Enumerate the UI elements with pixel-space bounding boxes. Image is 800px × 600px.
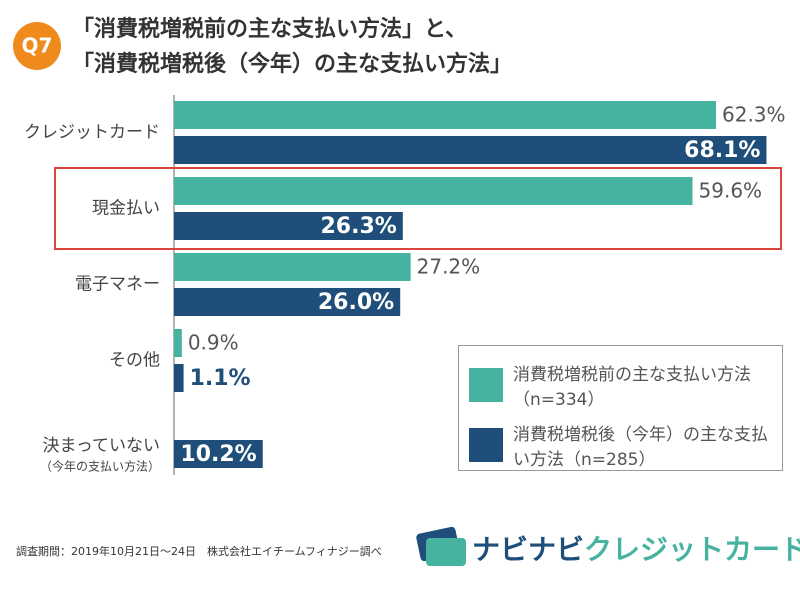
legend-swatch	[469, 368, 503, 402]
value-label: 62.3%	[722, 103, 786, 127]
bar	[174, 329, 182, 357]
y-tick-label: その他	[109, 351, 160, 371]
badge-bg	[13, 22, 61, 70]
chart-title: 「消費税増税前の主な支払い方法」と、	[72, 16, 467, 42]
bar	[174, 253, 411, 281]
brand: ナビナビクレジットカード	[472, 533, 800, 566]
legend-swatch	[469, 428, 503, 462]
chart-title: 「消費税増税後（今年）の主な支払い方法」	[72, 51, 512, 77]
footer-note: 調査期間：2019年10月21日〜24日 株式会社エイチームフィナジー調べ	[16, 544, 382, 558]
legend-item: 消費税増税前の主な支払い方法（n=334）	[469, 360, 772, 410]
bar	[174, 136, 767, 164]
value-label: 1.1%	[190, 366, 251, 391]
value-label: 68.1%	[684, 138, 760, 163]
bar	[174, 101, 717, 129]
value-label: 59.6%	[699, 179, 763, 203]
legend: 消費税増税前の主な支払い方法（n=334） 消費税増税後（今年）の主な支払い方法（…	[458, 345, 783, 471]
brand-a: ナビナビ	[472, 533, 584, 566]
y-tick-label: 電子マネー	[75, 275, 160, 295]
bar	[174, 212, 403, 240]
y-tick-label: 決まっていない	[43, 436, 160, 456]
bar	[174, 288, 401, 316]
legend-label: 消費税増税後（今年）の主な支払い方法（n=285）	[513, 425, 768, 470]
badge: Q7	[22, 34, 53, 58]
bar	[174, 364, 184, 392]
y-tick-sublabel: （今年の支払い方法）	[40, 459, 160, 474]
bar	[174, 177, 693, 205]
logo: ナビナビクレジットカード	[416, 526, 800, 566]
value-label: 26.3%	[320, 214, 396, 239]
legend-label: 消費税増税前の主な支払い方法（n=334）	[513, 365, 751, 410]
y-tick-label: 現金払い	[92, 199, 160, 219]
value-label: 27.2%	[417, 255, 481, 279]
value-label: 26.0%	[318, 290, 394, 315]
legend-item: 消費税増税後（今年）の主な支払い方法（n=285）	[469, 420, 772, 470]
y-tick-label: クレジットカード	[24, 123, 160, 143]
brand-b: クレジットカード	[584, 533, 800, 566]
highlight-box	[54, 167, 782, 250]
bar	[174, 440, 263, 468]
logo-card	[426, 538, 466, 566]
value-label: 0.9%	[188, 331, 239, 355]
value-label: 10.2%	[180, 442, 256, 467]
